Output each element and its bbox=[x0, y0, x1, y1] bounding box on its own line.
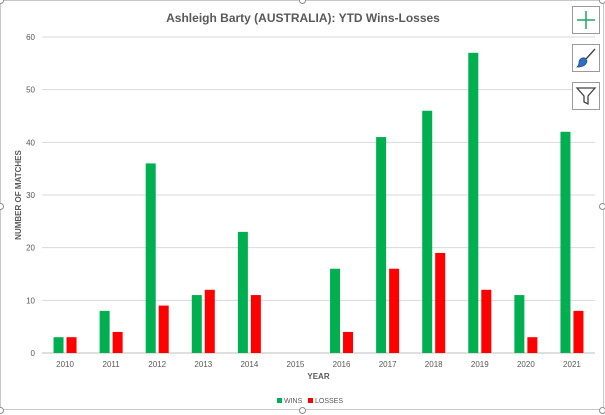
wins-bar[interactable] bbox=[514, 295, 525, 353]
x-tick-label: 2012 bbox=[148, 360, 166, 369]
y-tick-label: 40 bbox=[26, 138, 35, 147]
resize-handle-top[interactable] bbox=[299, 0, 306, 4]
y-tick-label: 60 bbox=[26, 33, 35, 42]
wins-bar[interactable] bbox=[237, 231, 248, 353]
losses-bar[interactable] bbox=[481, 289, 492, 353]
x-tick-label: 2010 bbox=[56, 360, 74, 369]
x-tick-label: 2015 bbox=[287, 360, 305, 369]
losses-bar[interactable] bbox=[250, 295, 261, 353]
wins-bar[interactable] bbox=[191, 295, 202, 353]
y-tick-label: 30 bbox=[26, 191, 35, 200]
wins-bar[interactable] bbox=[330, 268, 341, 353]
resize-handle-bottom[interactable] bbox=[299, 407, 306, 414]
losses-bar[interactable] bbox=[573, 310, 584, 353]
x-tick-label: 2019 bbox=[471, 360, 489, 369]
losses-bar[interactable] bbox=[527, 337, 538, 353]
x-tick-label: 2011 bbox=[103, 360, 121, 369]
losses-bar[interactable] bbox=[343, 331, 354, 353]
legend-swatch bbox=[308, 398, 313, 403]
legend-label[interactable]: WINS bbox=[284, 398, 303, 405]
chart-styles-button[interactable] bbox=[572, 44, 600, 72]
chart-elements-button[interactable] bbox=[572, 6, 600, 34]
wins-bar[interactable] bbox=[468, 52, 479, 354]
wins-bar[interactable] bbox=[422, 110, 433, 353]
wins-bar[interactable] bbox=[560, 131, 571, 353]
plus-icon bbox=[577, 11, 595, 29]
losses-bar[interactable] bbox=[435, 252, 446, 353]
y-axis-title[interactable]: NUMBER OF MATCHES bbox=[14, 150, 23, 240]
losses-bar[interactable] bbox=[66, 337, 77, 353]
x-tick-label: 2014 bbox=[240, 360, 258, 369]
losses-bar[interactable] bbox=[389, 268, 400, 353]
y-tick-label: 20 bbox=[26, 244, 35, 253]
x-tick-label: 2018 bbox=[425, 360, 443, 369]
resize-handle-right[interactable] bbox=[599, 203, 605, 210]
resize-handle-top-right[interactable] bbox=[599, 0, 605, 4]
losses-bar[interactable] bbox=[204, 289, 215, 353]
resize-handle-top-left[interactable] bbox=[0, 0, 4, 4]
x-tick-label: 2021 bbox=[563, 360, 581, 369]
losses-bar[interactable] bbox=[112, 331, 123, 353]
resize-handle-left[interactable] bbox=[0, 203, 4, 210]
x-axis-title[interactable]: YEAR bbox=[307, 372, 329, 381]
y-tick-label: 0 bbox=[31, 349, 36, 358]
x-tick-label: 2013 bbox=[194, 360, 212, 369]
wins-bar[interactable] bbox=[376, 137, 387, 353]
y-tick-label: 50 bbox=[26, 86, 35, 95]
wins-bar[interactable] bbox=[53, 337, 64, 353]
resize-handle-bottom-left[interactable] bbox=[0, 407, 4, 414]
chart-filters-button[interactable] bbox=[572, 82, 600, 110]
funnel-icon bbox=[575, 87, 597, 106]
wins-bar[interactable] bbox=[99, 310, 110, 353]
legend-swatch bbox=[277, 398, 282, 403]
legend-label[interactable]: LOSSES bbox=[315, 398, 343, 405]
chart-title[interactable]: Ashleigh Barty (AUSTRALIA): YTD Wins-Los… bbox=[166, 11, 440, 25]
x-tick-label: 2020 bbox=[517, 360, 535, 369]
losses-bar[interactable] bbox=[158, 305, 169, 353]
x-tick-label: 2017 bbox=[379, 360, 397, 369]
x-tick-label: 2016 bbox=[333, 360, 351, 369]
y-tick-label: 10 bbox=[26, 296, 35, 305]
resize-handle-bottom-right[interactable] bbox=[599, 407, 605, 414]
brush-icon bbox=[576, 48, 596, 68]
wins-bar[interactable] bbox=[145, 163, 156, 353]
